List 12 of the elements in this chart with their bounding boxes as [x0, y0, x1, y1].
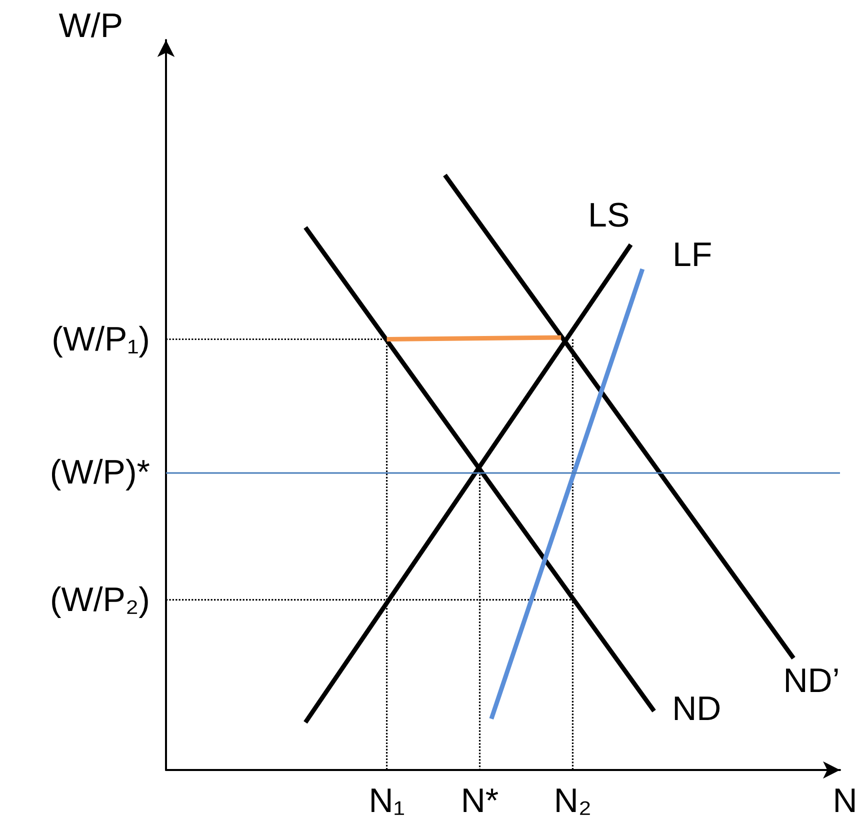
x-tick-label: N₁: [368, 782, 405, 820]
y-axis-title: W/P: [58, 7, 123, 45]
x-axis-title: N: [832, 782, 858, 820]
series-label: (W/P₁): [52, 320, 150, 358]
series-label: (W/P₂): [50, 580, 150, 619]
series-label: ND’: [783, 662, 840, 700]
x-tick-label: N₂: [554, 782, 592, 820]
series-label: LF: [672, 236, 712, 274]
series-label: LS: [588, 196, 630, 235]
series-label: ND: [672, 690, 722, 728]
ref-line-label: (W/P)*: [50, 454, 150, 492]
x-tick-label: N*: [460, 782, 499, 820]
